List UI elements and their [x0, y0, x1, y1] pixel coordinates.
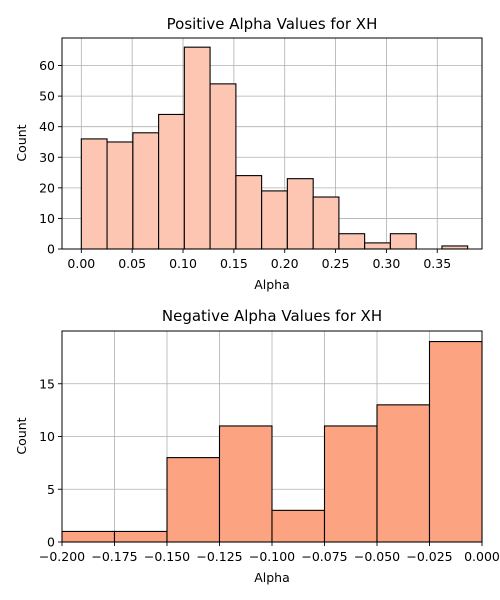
histogram-bar — [209, 83, 237, 250]
y-tick-label: 0 — [47, 535, 55, 550]
histogram-bar — [166, 457, 221, 543]
x-tick-label: 0.05 — [118, 256, 146, 271]
positive-alpha-histogram: Positive Alpha Values for XH Alpha Count… — [14, 15, 483, 292]
histogram-bar — [106, 141, 134, 250]
histogram-bar — [113, 530, 168, 543]
x-tick-label: −0.050 — [354, 549, 400, 564]
histogram-bar — [183, 46, 211, 250]
x-tick-label: 0.20 — [271, 256, 299, 271]
histogram-bar — [338, 233, 366, 250]
histogram-bar — [61, 530, 116, 543]
x-tick-label: 0.35 — [423, 256, 451, 271]
y-tick-label: 15 — [39, 376, 55, 391]
histogram-bar — [158, 113, 185, 250]
x-axis-label: Alpha — [254, 277, 290, 292]
histogram-bar — [323, 425, 378, 543]
x-tick-label: −0.200 — [39, 549, 85, 564]
y-tick-label: 50 — [39, 89, 55, 104]
y-tick-label: 0 — [47, 242, 55, 257]
histogram-bar — [218, 425, 273, 543]
negative-alpha-histogram: Negative Alpha Values for XH Alpha Count… — [14, 307, 500, 585]
x-tick-label: −0.075 — [301, 549, 347, 564]
histogram-bar — [271, 509, 326, 543]
histogram-bar — [376, 404, 431, 543]
histogram-bar — [261, 190, 288, 250]
y-tick-label: 20 — [39, 180, 55, 195]
plot-area: 0.00 0.05 0.10 0.15 0.20 0.25 0.30 0.35 0 10 20 30 4… — [39, 37, 483, 271]
histogram-bar — [389, 233, 417, 250]
y-tick-label: 30 — [39, 150, 55, 165]
histogram-bar — [312, 196, 340, 250]
histogram-bar — [80, 138, 108, 250]
histogram-bar — [286, 178, 314, 250]
x-tick-label: −0.175 — [91, 549, 137, 564]
x-ticks: 0.00 0.05 0.10 0.15 0.20 0.25 0.30 0.35 — [67, 249, 451, 271]
x-tick-label: −0.025 — [406, 549, 452, 564]
y-tick-label: 10 — [39, 211, 55, 226]
y-tick-label: 40 — [39, 119, 55, 134]
x-tick-label: −0.100 — [249, 549, 295, 564]
x-tick-label: 0.000 — [464, 549, 500, 564]
x-tick-label: −0.150 — [144, 549, 190, 564]
x-tick-label: 0.10 — [169, 256, 197, 271]
chart-title: Positive Alpha Values for XH — [167, 15, 378, 33]
x-tick-label: 0.25 — [322, 256, 350, 271]
y-axis-label: Count — [14, 417, 29, 454]
bars — [61, 340, 483, 543]
histogram-bar — [132, 132, 160, 250]
plot-area: −0.200 −0.175 −0.150 −0.125 −0.100 −0.075 −0.0… — [39, 330, 500, 564]
y-ticks: 0 5 10 15 — [39, 376, 62, 550]
histogram-bar — [364, 242, 391, 250]
y-tick-label: 10 — [39, 429, 55, 444]
y-ticks: 0 10 20 30 40 50 60 — [39, 58, 62, 257]
x-tick-label: 0.00 — [67, 256, 95, 271]
x-tick-label: 0.15 — [220, 256, 248, 271]
histogram-bar — [235, 175, 263, 250]
x-axis-label: Alpha — [254, 570, 290, 585]
x-tick-label: 0.30 — [372, 256, 400, 271]
chart-title: Negative Alpha Values for XH — [162, 307, 382, 325]
x-tick-label: −0.125 — [196, 549, 242, 564]
y-axis-label: Count — [14, 124, 29, 161]
bars — [80, 46, 469, 250]
x-ticks: −0.200 −0.175 −0.150 −0.125 −0.100 −0.075 −0.0… — [39, 542, 500, 564]
y-tick-label: 5 — [47, 482, 55, 497]
y-tick-label: 60 — [39, 58, 55, 73]
histogram-bar — [428, 340, 483, 543]
axes-frame — [61, 37, 483, 250]
